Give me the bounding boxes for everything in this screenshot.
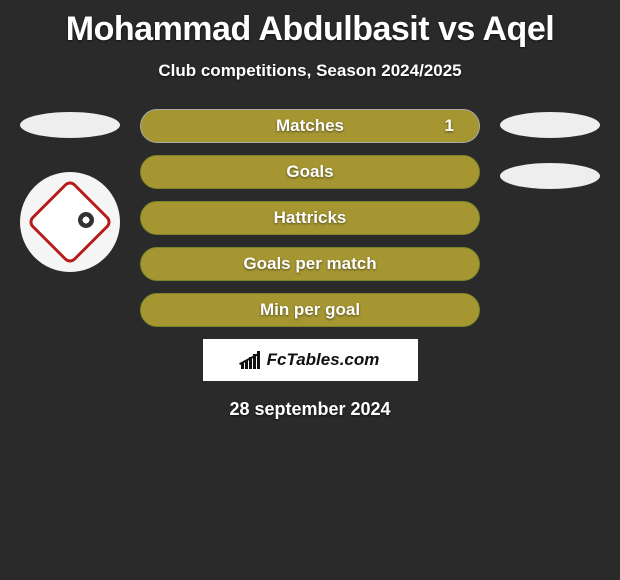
stat-label: Goals bbox=[286, 162, 333, 182]
stat-label: Hattricks bbox=[274, 208, 347, 228]
stat-row-goals: Goals bbox=[140, 155, 480, 189]
comparison-content: Matches 1 Goals Hattricks Goals per matc… bbox=[0, 109, 620, 420]
ball-icon bbox=[78, 212, 94, 228]
brand-text: FcTables.com bbox=[267, 350, 380, 370]
stat-label: Min per goal bbox=[260, 300, 360, 320]
stat-row-goals-per-match: Goals per match bbox=[140, 247, 480, 281]
stats-table: Matches 1 Goals Hattricks Goals per matc… bbox=[140, 109, 480, 327]
player-right-oval-2 bbox=[500, 163, 600, 189]
player-left-avatar bbox=[20, 172, 120, 272]
stat-row-min-per-goal: Min per goal bbox=[140, 293, 480, 327]
player-right-oval-1 bbox=[500, 112, 600, 138]
stat-value: 1 bbox=[445, 116, 454, 136]
stat-label: Matches bbox=[276, 116, 344, 136]
player-right-column bbox=[490, 109, 610, 189]
stat-row-matches: Matches 1 bbox=[140, 109, 480, 143]
club-badge-icon bbox=[26, 178, 114, 266]
stat-label: Goals per match bbox=[243, 254, 376, 274]
stat-row-hattricks: Hattricks bbox=[140, 201, 480, 235]
brand-badge: FcTables.com bbox=[203, 339, 418, 381]
player-left-oval bbox=[20, 112, 120, 138]
date-text: 28 september 2024 bbox=[0, 399, 620, 420]
chart-icon bbox=[241, 351, 263, 369]
page-subtitle: Club competitions, Season 2024/2025 bbox=[0, 61, 620, 81]
page-title: Mohammad Abdulbasit vs Aqel bbox=[0, 0, 620, 49]
player-left-column bbox=[10, 109, 130, 272]
